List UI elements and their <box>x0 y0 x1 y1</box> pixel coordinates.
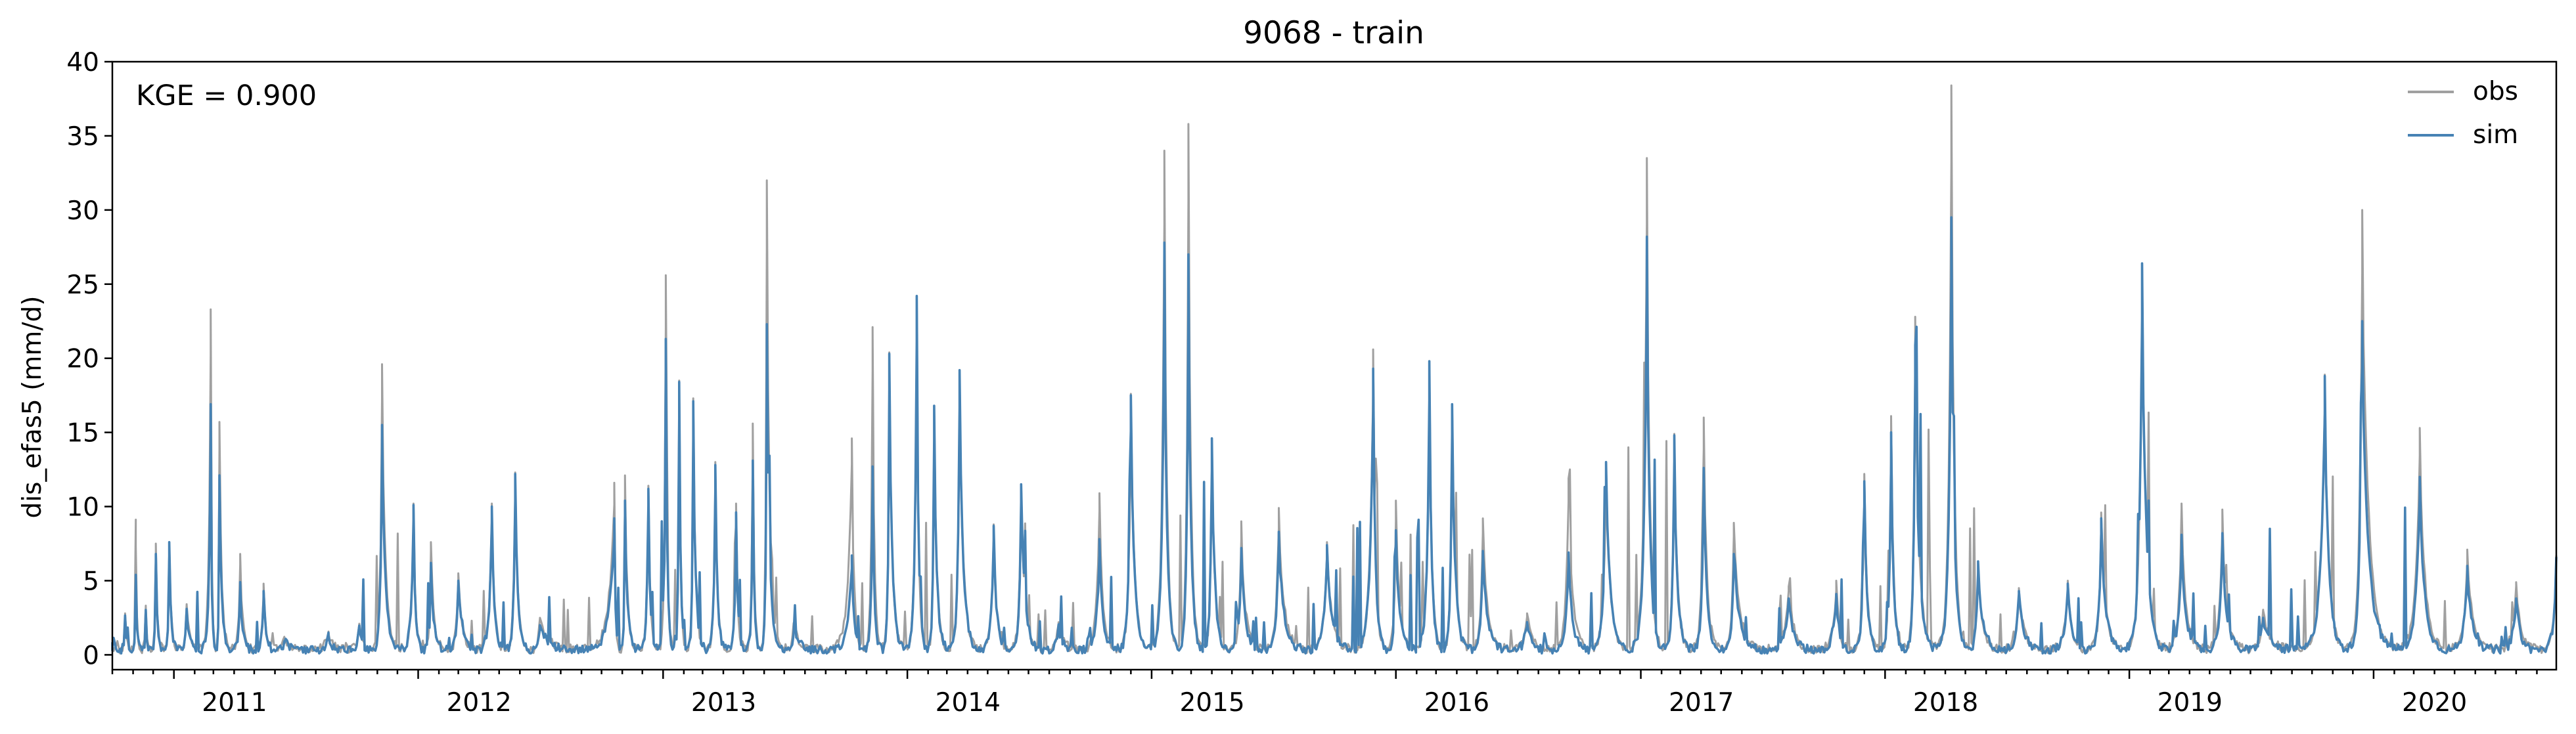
legend-label-obs: obs <box>2473 77 2518 106</box>
x-axis: 2011 2012 2013 2014 2015 2016 2017 2018 2019 2020 <box>111 670 2538 718</box>
x-tick-label: 2018 <box>1913 688 1978 718</box>
x-tick-label: 2011 <box>202 688 267 718</box>
y-tick-label: 30 <box>66 196 99 226</box>
x-tick-label: 2016 <box>1424 688 1489 718</box>
y-axis: 0 5 10 15 20 25 30 35 40 <box>66 48 112 670</box>
legend: obs sim <box>2408 77 2518 150</box>
y-tick-label: 15 <box>66 419 99 448</box>
y-axis-label: dis_efas5 (mm/d) <box>18 296 47 519</box>
x-tick-label: 2020 <box>2402 688 2467 718</box>
y-tick-label: 0 <box>83 641 99 670</box>
series-line-sim <box>111 216 2558 655</box>
x-tick-label: 2012 <box>447 688 512 718</box>
x-tick-label: 2017 <box>1669 688 1734 718</box>
x-tick-label: 2019 <box>2158 688 2223 718</box>
legend-label-sim: sim <box>2473 120 2518 150</box>
series-layer <box>111 84 2558 655</box>
kge-annotation: KGE = 0.900 <box>136 79 317 112</box>
chart-title: 9068 - train <box>1243 15 1424 51</box>
y-tick-label: 5 <box>83 567 99 596</box>
y-tick-label: 25 <box>66 270 99 300</box>
y-tick-label: 10 <box>66 493 99 523</box>
y-tick-label: 20 <box>66 345 99 374</box>
y-tick-label: 40 <box>66 48 99 77</box>
x-tick-label: 2013 <box>691 688 756 718</box>
x-tick-label: 2015 <box>1179 688 1244 718</box>
y-tick-label: 35 <box>66 122 99 152</box>
x-tick-label: 2014 <box>936 688 1001 718</box>
